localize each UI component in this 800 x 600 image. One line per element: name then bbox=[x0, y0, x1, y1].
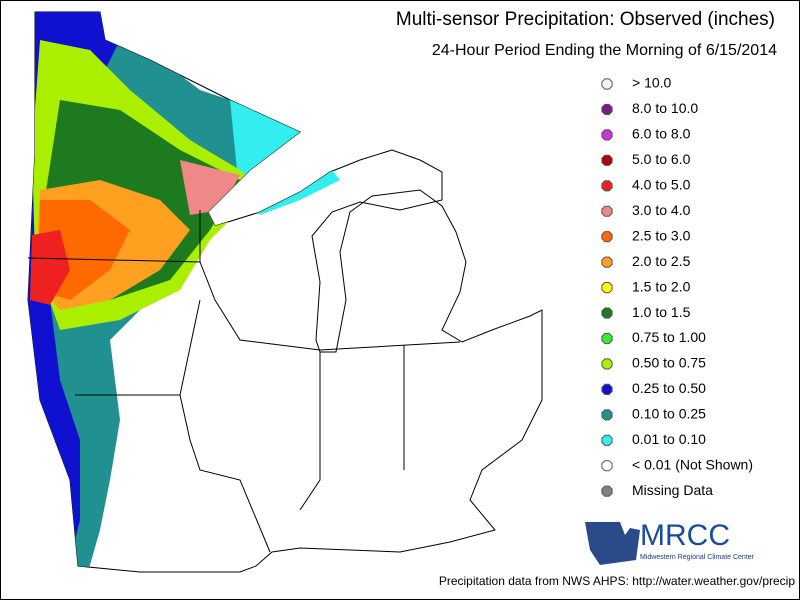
border bbox=[199, 261, 321, 351]
legend-label: Missing Data bbox=[632, 482, 713, 498]
border bbox=[75, 394, 271, 553]
legend-label: 6.0 to 8.0 bbox=[632, 126, 691, 142]
legend-label: 1.0 to 1.5 bbox=[632, 304, 691, 320]
legend-swatch bbox=[601, 434, 613, 446]
legend-swatch bbox=[601, 409, 613, 421]
legend-label: 2.0 to 2.5 bbox=[632, 253, 691, 269]
logo-subtitle: Midwestern Regional Climate Center bbox=[640, 554, 755, 561]
legend-label: > 10.0 bbox=[632, 75, 672, 91]
legend-swatch bbox=[601, 103, 613, 115]
legend-swatch bbox=[601, 307, 613, 319]
legend-swatch bbox=[601, 180, 613, 192]
legend-swatch bbox=[601, 332, 613, 345]
border bbox=[299, 352, 321, 511]
legend: > 10.0 8.0 to 10.0 6.0 to 8.0 5.0 to 6.0 4.0… bbox=[601, 75, 753, 498]
legend-swatch bbox=[601, 358, 613, 370]
legend-swatch bbox=[601, 282, 613, 294]
legend-label: 0.01 to 0.10 bbox=[632, 431, 706, 447]
legend-label: 0.75 to 1.00 bbox=[632, 329, 706, 345]
legend-label: 0.50 to 0.75 bbox=[632, 355, 706, 371]
logo-text: MRCC bbox=[640, 519, 730, 552]
precip-area bbox=[30, 230, 70, 305]
subtitle: 24-Hour Period Ending the Morning of 6/1… bbox=[432, 42, 777, 59]
legend-label: 0.25 to 0.50 bbox=[632, 380, 706, 396]
legend-swatch bbox=[601, 154, 613, 166]
logo: MRCC Midwestern Regional Climate Center bbox=[585, 519, 755, 565]
footer: Precipitation data from NWS AHPS: http:/… bbox=[439, 574, 795, 588]
legend-swatch bbox=[601, 383, 613, 395]
state-borders bbox=[27, 210, 461, 553]
legend-label: 5.0 to 6.0 bbox=[632, 151, 691, 167]
logo-icon bbox=[585, 522, 640, 565]
legend-swatch bbox=[601, 460, 613, 472]
legend-swatch bbox=[601, 231, 613, 243]
legend-label: 1.5 to 2.0 bbox=[632, 278, 691, 294]
legend-swatch bbox=[601, 256, 613, 268]
border bbox=[319, 341, 461, 351]
legend-label: 8.0 to 10.0 bbox=[632, 100, 698, 116]
legend-label: < 0.01 (Not Shown) bbox=[632, 456, 753, 472]
legend-swatch bbox=[601, 485, 613, 497]
legend-swatch bbox=[601, 129, 613, 141]
border bbox=[179, 299, 201, 396]
legend-label: 2.5 to 3.0 bbox=[632, 227, 691, 243]
title: Multi-sensor Precipitation: Observed (in… bbox=[396, 9, 775, 30]
legend-swatch bbox=[601, 205, 613, 217]
legend-label: 0.10 to 0.25 bbox=[632, 406, 706, 422]
legend-label: 4.0 to 5.0 bbox=[632, 177, 691, 193]
legend-label: 3.0 to 4.0 bbox=[632, 202, 691, 218]
legend-swatch bbox=[601, 78, 613, 90]
